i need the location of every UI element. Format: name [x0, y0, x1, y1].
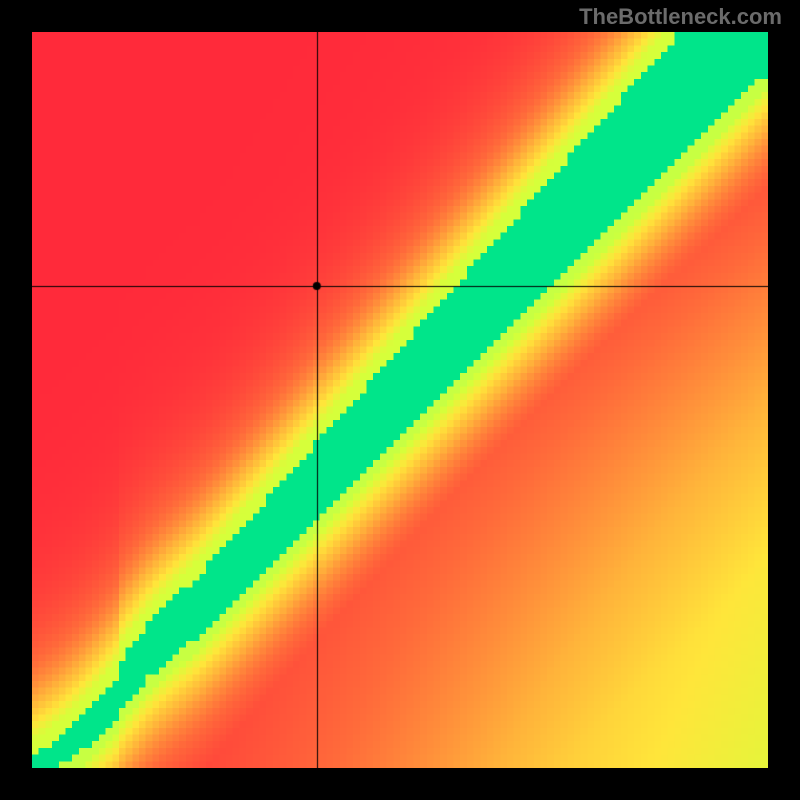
bottleneck-heatmap [32, 32, 768, 768]
chart-container: { "watermark": { "text": "TheBottleneck.… [0, 0, 800, 800]
watermark-text: TheBottleneck.com [579, 4, 782, 30]
